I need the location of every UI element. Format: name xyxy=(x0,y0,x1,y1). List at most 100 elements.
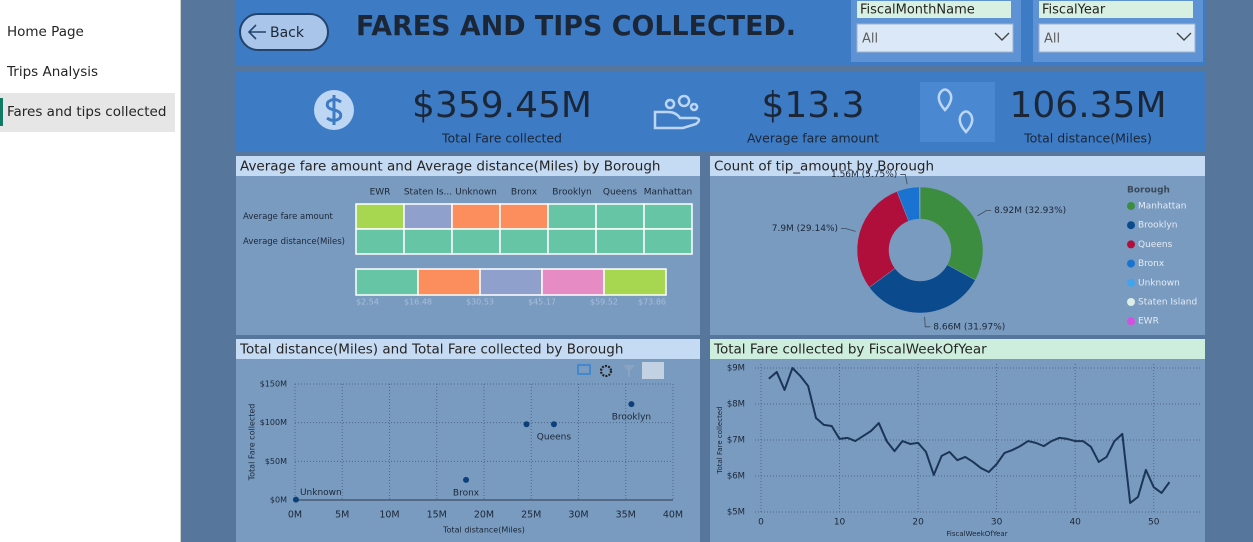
heat-cell xyxy=(403,203,453,230)
legend-entry: EWR xyxy=(1138,317,1159,327)
slicer-label-bg xyxy=(1039,1,1193,18)
scatter-point xyxy=(463,476,470,483)
kpi-label: Average fare amount xyxy=(747,131,879,146)
back-arrow xyxy=(247,24,266,40)
y-tick-label: $5M xyxy=(727,508,745,518)
column-header: Staten Is... xyxy=(404,188,452,198)
legend-label: $30.53 xyxy=(466,298,494,307)
slicer-chevron xyxy=(994,32,1010,41)
back-label: Back xyxy=(270,25,305,41)
column-header: Manhattan xyxy=(644,188,692,198)
donut-slice xyxy=(919,186,984,281)
heat-cell xyxy=(403,228,453,255)
y-tick-label: $8M xyxy=(727,400,745,410)
heat-cell xyxy=(355,228,405,255)
settings-icon[interactable] xyxy=(599,364,613,378)
legend-marker xyxy=(1127,278,1135,287)
heat-cell xyxy=(595,228,645,255)
legend-label: $73.86 xyxy=(638,298,666,307)
scatter-point xyxy=(550,421,557,428)
kpi-label: Total distance(Miles) xyxy=(1023,131,1152,146)
column-header: Brooklyn xyxy=(552,188,591,198)
legend-entry: Queens xyxy=(1138,240,1173,250)
slicer-label: FiscalMonthName xyxy=(860,3,975,18)
kpi-band xyxy=(236,72,1205,152)
donut-slice xyxy=(868,264,976,314)
legend-marker xyxy=(1127,240,1135,249)
legend-swatch xyxy=(541,268,605,296)
y-tick-label: $100M xyxy=(260,418,287,427)
leader-line xyxy=(924,316,931,328)
data-label: 1.56M (5.75%) xyxy=(831,170,897,180)
heat-cell xyxy=(643,203,693,230)
page-title: FARES AND TIPS COLLECTED. xyxy=(356,9,796,42)
point-label: Queens xyxy=(537,433,572,443)
visual-title-bg xyxy=(710,339,1205,359)
visual-title: Average fare amount and Average distance… xyxy=(240,159,660,175)
x-tick-label: 10M xyxy=(379,510,399,521)
legend-label: $59.52 xyxy=(590,298,618,307)
column-header: Queens xyxy=(603,188,638,198)
heat-cell xyxy=(451,203,501,230)
slicer-label-bg xyxy=(857,1,1011,18)
visual-title: Total distance(Miles) and Total Fare col… xyxy=(239,342,623,358)
heat-cell xyxy=(451,228,501,255)
legend-marker xyxy=(1127,298,1135,306)
x-tick-label: 30M xyxy=(568,510,588,521)
heat-cell xyxy=(499,203,549,230)
y-axis-title: Total Fare collected xyxy=(248,404,257,482)
legend-label: $2.54 xyxy=(356,298,379,307)
x-tick-label: 5M xyxy=(335,510,349,521)
legend-marker xyxy=(1127,259,1135,268)
x-axis-title: FiscalWeekOfYear xyxy=(946,530,1007,538)
kpi-value: $13.3 xyxy=(761,85,864,126)
legend-swatch xyxy=(603,268,667,296)
nav-item[interactable]: Home Page xyxy=(7,24,84,40)
filter-icon[interactable] xyxy=(623,365,635,377)
scatter-point xyxy=(292,496,299,503)
slicer-dropdown[interactable] xyxy=(1038,23,1196,53)
point-label: Bronx xyxy=(453,488,480,498)
back-button[interactable] xyxy=(239,13,329,51)
y-axis-title: Total Fare collected xyxy=(716,406,724,474)
x-tick-label: 30 xyxy=(991,518,1003,528)
x-tick-label: 20M xyxy=(474,510,494,521)
sidebar xyxy=(0,0,181,542)
legend-entry: Manhattan xyxy=(1138,202,1186,212)
leader-line xyxy=(977,210,992,217)
nav-selected-bar xyxy=(0,98,3,126)
info-icon[interactable] xyxy=(642,362,664,379)
data-label: 8.66M (31.97%) xyxy=(933,322,1005,332)
y-tick-label: $9M xyxy=(727,364,745,374)
legend-label: $45.17 xyxy=(528,298,556,307)
slicer-dropdown[interactable] xyxy=(856,23,1014,53)
x-tick-label: 25M xyxy=(521,510,541,521)
leader-line xyxy=(900,174,908,185)
heat-cell xyxy=(643,228,693,255)
dollar-glyph xyxy=(325,95,343,125)
x-tick-label: 35M xyxy=(616,510,636,521)
legend-swatch xyxy=(479,268,543,296)
nav-item[interactable]: Fares and tips collected xyxy=(7,104,166,120)
legend-entry: Brooklyn xyxy=(1138,221,1177,231)
y-tick-label: $7M xyxy=(727,436,745,446)
nav-item[interactable]: Trips Analysis xyxy=(6,64,98,80)
slicer-value: All xyxy=(1044,32,1060,47)
leader-line xyxy=(841,228,856,232)
legend-swatch xyxy=(355,268,419,296)
legend-entry: Staten Island xyxy=(1138,298,1197,308)
visual-panel xyxy=(236,339,700,542)
slicer-label: FiscalYear xyxy=(1042,3,1106,18)
pin-icon xyxy=(937,88,974,134)
x-tick-label: 50 xyxy=(1148,518,1160,528)
nav-selected-bg xyxy=(0,93,175,132)
legend-marker xyxy=(1127,221,1135,230)
comment-icon[interactable] xyxy=(577,364,591,375)
visual-title-bg xyxy=(236,339,700,359)
heat-cell xyxy=(355,203,405,230)
kpi-value: $359.45M xyxy=(412,85,592,126)
point-label: Brooklyn xyxy=(612,413,651,423)
heat-cell xyxy=(499,228,549,255)
visual-title: Count of tip_amount by Borough xyxy=(714,159,934,175)
